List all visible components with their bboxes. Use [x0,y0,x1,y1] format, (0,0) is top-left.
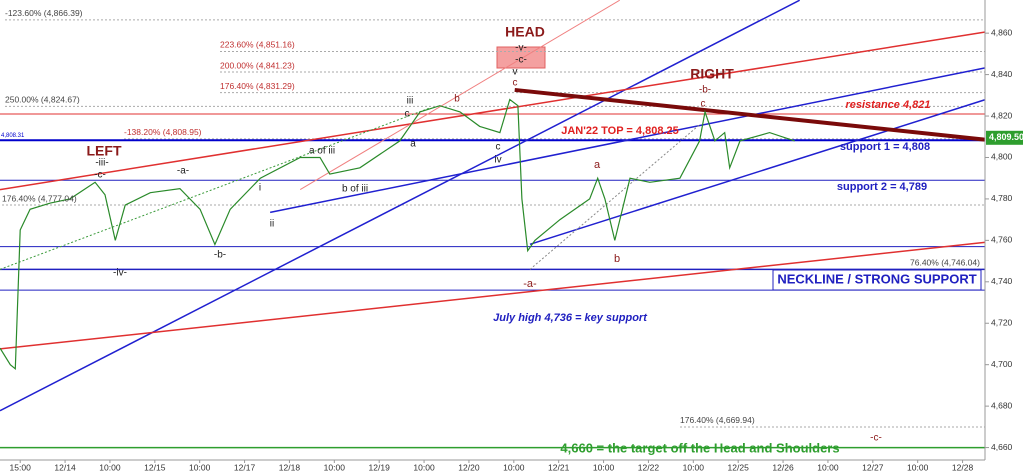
x-tick-label: 12/15 [144,462,166,472]
neckline-box [772,269,982,291]
x-tick-label: 10:00 [189,462,211,472]
annotation: a of iii [309,146,335,157]
annotation: -b- [699,85,711,96]
fib-label: 223.60% (4,851.16) [220,40,295,50]
annotation: support 1 = 4,808 [840,141,930,153]
x-tick-label: 12/22 [638,462,660,472]
trendline [529,124,700,270]
annotation: NECKLINE / STRONG SUPPORT [777,271,976,286]
price-label: 4,809.50 [989,132,1024,142]
x-tick-label: 10:00 [683,462,705,472]
x-tick-label: 12/26 [772,462,794,472]
annotation: a [410,139,416,150]
annotation: b of iii [342,184,368,195]
annotation: resistance 4,821 [845,99,930,111]
x-tick-label: 12/14 [54,462,76,472]
y-tick-label: 4,800 [991,152,1013,162]
annotation: b [614,253,620,265]
fib-label: 176.40% (4,831.29) [220,81,295,91]
fib-label: -138.20% (4,808.95) [124,127,202,137]
annotation: HEAD [505,24,545,40]
annotation: JAN'22 TOP = 4,808.25 [561,125,678,137]
y-tick-label: 4,760 [991,235,1013,245]
price-line [0,98,795,371]
annotation: RIGHT [690,66,734,82]
x-tick-label: 12/21 [548,462,570,472]
annotation: LEFT [87,143,122,159]
annotation: c [701,99,706,110]
x-tick-label: 10:00 [503,462,525,472]
annotation: -a- [177,166,189,177]
annotation: -iii- [95,158,108,169]
annotation: -iv- [113,268,127,279]
annotation: iv [494,155,501,166]
annotation: c [405,109,410,120]
trendline [299,0,620,191]
fib-label: 76.40% (4,746.04) [910,258,980,268]
y-tick-label: 4,780 [991,193,1013,203]
annotation: c [496,142,501,153]
x-tick-label: 15:00 [10,462,32,472]
trendline [0,241,985,350]
x-tick-label: 12/28 [952,462,974,472]
y-tick-label: 4,680 [991,400,1013,410]
y-tick-label: 4,660 [991,442,1013,452]
trendline [0,31,985,191]
x-tick-label: 10:00 [99,462,121,472]
annotation: a [594,159,601,171]
fib-label: 250.00% (4,824.67) [5,95,80,105]
level-label: 4,808.31 [1,133,25,139]
annotation: ii [270,219,274,230]
x-tick-label: 10:00 [817,462,839,472]
y-tick-label: 4,740 [991,276,1013,286]
annotation: -c- [870,433,882,444]
fib-label: 176.40% (4,669.94) [680,415,755,425]
fib-label: -123.60% (4,866.39) [5,8,83,18]
annotation: -a- [523,278,537,290]
x-tick-label: 12/17 [234,462,256,472]
annotation: iii [407,96,414,107]
x-tick-label: 12/18 [279,462,301,472]
fib-label: 200.00% (4,841.23) [220,60,295,70]
trendline [0,0,801,412]
annotation: support 2 = 4,789 [837,181,927,193]
y-tick-label: 4,700 [991,359,1013,369]
x-tick-label: 10:00 [907,462,929,472]
y-tick-label: 4,820 [991,110,1013,120]
price-box [986,130,1023,145]
annotation: -b- [214,250,226,261]
fib-label: 176.40% (4,777.04) [2,193,77,203]
x-tick-label: 10:00 [593,462,615,472]
x-tick-label: 12/20 [458,462,480,472]
x-tick-label: 10:00 [413,462,435,472]
annotation: -c- [94,170,106,181]
annotation: 4,660 = the target off the Head and Shou… [560,440,839,455]
head-box [496,46,546,69]
y-tick-label: 4,840 [991,69,1013,79]
x-tick-label: 12/19 [369,462,391,472]
x-tick-label: 10:00 [324,462,346,472]
trendline [269,67,985,214]
annotation: c [513,78,518,89]
annotation: -v- [515,43,527,54]
annotation: v [513,67,518,78]
x-tick-label: 12/27 [862,462,884,472]
annotation: b [454,94,460,105]
y-tick-label: 4,860 [991,27,1013,37]
x-tick-label: 12/25 [728,462,750,472]
trendline [0,107,431,270]
annotation: July high 4,736 = key support [493,312,648,324]
trendline [514,87,985,142]
trendline [529,99,985,246]
annotation: -c- [515,55,527,66]
y-tick-label: 4,720 [991,317,1013,327]
annotation: i [259,183,261,194]
plot-area [0,0,985,449]
